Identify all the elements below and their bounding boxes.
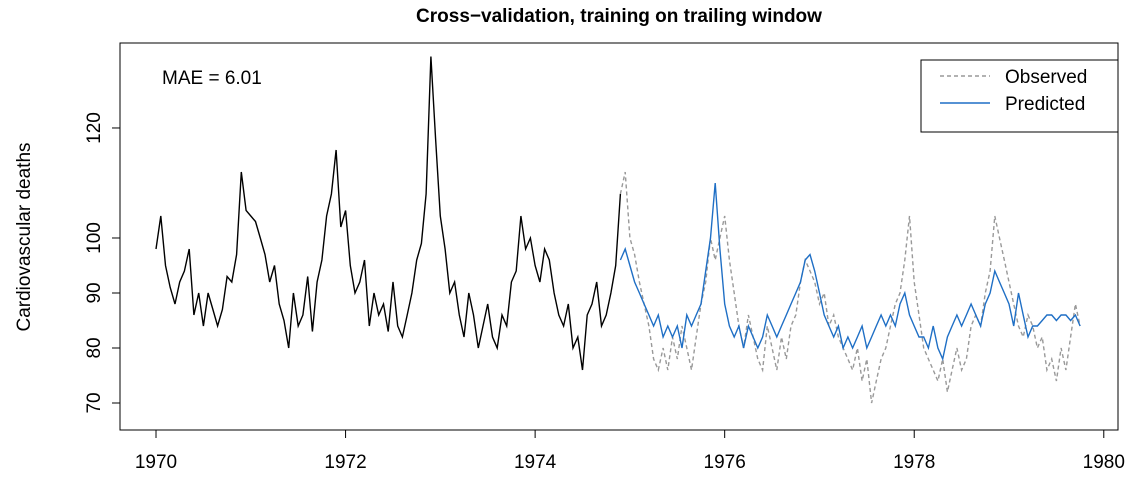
y-tick-label: 100 [84, 222, 105, 254]
series-line [619, 171, 1081, 404]
x-tick-label: 1978 [893, 452, 935, 473]
legend-box [920, 59, 1119, 133]
x-tick-label: 1974 [514, 452, 557, 473]
y-tick-label: 80 [84, 337, 105, 358]
x-tick-label: 1976 [704, 452, 746, 473]
legend-label: Predicted [1005, 94, 1085, 115]
y-tick-label: 120 [84, 112, 105, 144]
y-tick-label: 90 [84, 282, 105, 303]
x-tick-label: 1980 [1083, 452, 1125, 473]
chart-title: Cross−validation, training on trailing w… [416, 6, 822, 27]
series-line [155, 56, 622, 371]
x-tick-label: 1970 [135, 452, 177, 473]
y-tick-label: 70 [84, 392, 105, 413]
legend-label: Observed [1005, 67, 1087, 88]
annotation: MAE = 6.01 [162, 68, 262, 89]
x-tick-label: 1972 [324, 452, 366, 473]
y-axis-label: Cardiovascular deaths [14, 142, 35, 331]
series-line [619, 182, 1081, 362]
